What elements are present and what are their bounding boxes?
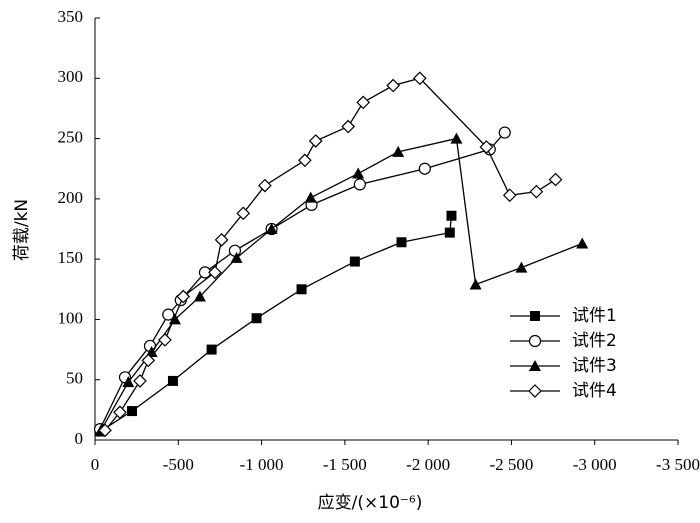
marker [141,353,156,368]
marker [230,251,243,263]
series-line [101,137,583,430]
legend-label: 试件3 [572,356,617,376]
marker [341,119,356,134]
x-tick-label: -1 000 [240,455,284,474]
marker [308,134,323,148]
marker [446,210,457,221]
marker [412,71,427,86]
x-tick-label: -2 500 [489,455,533,474]
marker [176,289,191,304]
legend-label: 试件4 [572,381,617,401]
marker [168,313,181,325]
legend-label: 试件2 [572,331,617,351]
marker [167,375,178,386]
marker [353,178,366,191]
y-tick-label: 250 [58,127,84,146]
x-tick-label: -500 [163,455,194,474]
x-tick-label: 0 [91,455,100,474]
marker [349,256,360,267]
marker [444,227,455,238]
marker [304,191,317,203]
y-tick-label: 100 [58,308,84,327]
legend-marker [530,311,540,321]
marker [396,237,407,248]
x-tick-label: -3 500 [656,455,700,474]
marker [193,290,206,302]
legend-marker [529,360,541,371]
marker [529,184,544,199]
marker [356,95,371,110]
marker [236,206,251,221]
legend-marker [528,334,542,348]
marker [502,188,517,203]
legend-label: 试件1 [572,306,617,326]
legend-marker [528,384,542,398]
marker [214,233,229,247]
y-tick-label: 150 [58,248,84,267]
y-tick-label: 300 [58,67,84,86]
marker [122,376,135,388]
marker [126,406,137,417]
marker [208,265,222,280]
marker [548,172,563,187]
series-line [99,132,506,430]
marker [228,244,242,257]
marker [206,344,217,355]
marker [298,153,312,168]
y-tick-label: 50 [66,369,83,388]
marker [113,405,127,420]
marker [450,132,463,144]
marker [133,374,147,388]
marker [162,308,175,321]
marker [258,178,272,193]
x-tick-label: -2 000 [406,455,450,474]
series-line [99,215,453,433]
marker [469,278,482,290]
x-tick-label: -1 500 [323,455,367,474]
marker [352,167,365,179]
x-axis-label: 应变/(×10⁻⁶) [318,493,423,513]
marker [392,145,405,157]
marker [386,78,401,93]
marker [418,162,431,175]
x-tick-label: -3 000 [573,455,617,474]
marker [251,313,262,324]
marker [479,140,494,154]
marker [515,261,528,273]
marker [158,333,172,347]
marker [265,223,278,234]
marker [498,126,511,139]
marker [296,284,307,295]
y-tick-label: 200 [58,188,84,207]
y-tick-label: 0 [75,429,84,448]
marker [576,237,589,249]
y-axis-label: 荷载/kN [12,199,32,261]
marker [98,423,112,438]
y-tick-label: 350 [58,7,84,26]
